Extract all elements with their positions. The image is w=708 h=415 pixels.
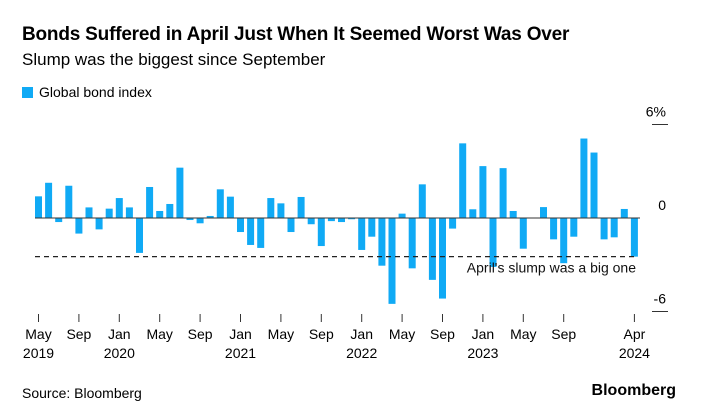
bar (459, 143, 467, 218)
bar (206, 215, 214, 218)
x-tick-label: May (389, 326, 415, 342)
legend-label: Global bond index (39, 84, 152, 100)
legend-swatch (22, 86, 33, 98)
x-tick-label: Apr (624, 326, 646, 342)
annotation-label: April's slump was a big one (467, 260, 636, 276)
x-tick-label: Sep (188, 326, 213, 342)
bar (338, 218, 345, 223)
bar (327, 218, 335, 222)
bar (35, 196, 42, 218)
chart-subtitle: Slump was the biggest since September (22, 50, 326, 69)
bar (105, 208, 113, 218)
y-tick-label: 6% (646, 104, 666, 120)
bar (297, 196, 305, 218)
bar (368, 218, 376, 237)
x-tick-year-label: 2024 (619, 345, 650, 361)
y-tick-label: 0 (658, 197, 666, 213)
bar (550, 218, 558, 240)
x-tick-label: Jan (472, 326, 495, 342)
x-tick-year-label: 2022 (346, 345, 377, 361)
bar (570, 218, 578, 237)
x-tick-label: Sep (551, 326, 576, 342)
bar (428, 218, 436, 280)
bar (509, 210, 517, 218)
x-tick-year-label: 2023 (467, 345, 498, 361)
bar (590, 152, 598, 218)
bar (408, 218, 416, 269)
bar (398, 213, 406, 218)
x-tick-label: Sep (309, 326, 334, 342)
bar (479, 166, 487, 218)
bar (560, 218, 568, 264)
bar (237, 218, 244, 233)
brand-logo: Bloomberg (591, 382, 676, 399)
bar (156, 210, 164, 218)
bar (449, 218, 457, 229)
bar (630, 218, 638, 257)
bar (287, 218, 295, 233)
x-tick-label: Jan (229, 326, 252, 342)
bar (600, 218, 608, 240)
x-tick-label: May (510, 326, 536, 342)
bar (216, 189, 224, 218)
bar (469, 209, 477, 218)
bar (499, 168, 507, 218)
bar (439, 218, 446, 299)
bar (55, 218, 63, 223)
bar (418, 184, 426, 218)
bar (45, 182, 53, 218)
bar (186, 218, 194, 221)
bar (226, 196, 234, 218)
x-tick-label: Sep (430, 326, 455, 342)
source-note: Source: Bloomberg (22, 385, 142, 401)
bar (580, 138, 588, 218)
x-tick-year-label: 2021 (225, 345, 256, 361)
bar (85, 207, 93, 218)
x-tick-label: Sep (66, 326, 91, 342)
x-tick-year-label: 2019 (23, 345, 54, 361)
x-tick-year-label: 2020 (104, 345, 135, 361)
bar (75, 218, 83, 234)
bar (317, 218, 325, 247)
chart-title: Bonds Suffered in April Just When It See… (22, 24, 570, 45)
bar (540, 207, 547, 218)
bar (348, 218, 356, 220)
bar (125, 207, 133, 218)
bar (358, 218, 366, 250)
bar (196, 218, 204, 224)
bar (267, 198, 275, 218)
x-tick-label: May (146, 326, 172, 342)
x-tick-label: Jan (108, 326, 131, 342)
bar (136, 218, 143, 253)
bar (257, 218, 265, 248)
bar (519, 218, 527, 249)
bar (620, 208, 628, 218)
y-tick-label: -6 (654, 291, 667, 307)
bar (610, 218, 618, 238)
bar (176, 167, 184, 218)
bar (307, 218, 315, 225)
bar (388, 218, 396, 304)
bar (146, 186, 154, 218)
bar (95, 218, 103, 230)
legend: Global bond index (22, 84, 152, 100)
x-tick-label: May (25, 326, 51, 342)
bar (247, 218, 255, 245)
bar (378, 218, 386, 266)
bar (277, 203, 285, 218)
bar (65, 185, 73, 218)
bar (489, 218, 497, 267)
bar (166, 203, 174, 218)
bar (115, 198, 123, 218)
x-tick-label: Jan (350, 326, 373, 342)
x-tick-label: May (268, 326, 294, 342)
